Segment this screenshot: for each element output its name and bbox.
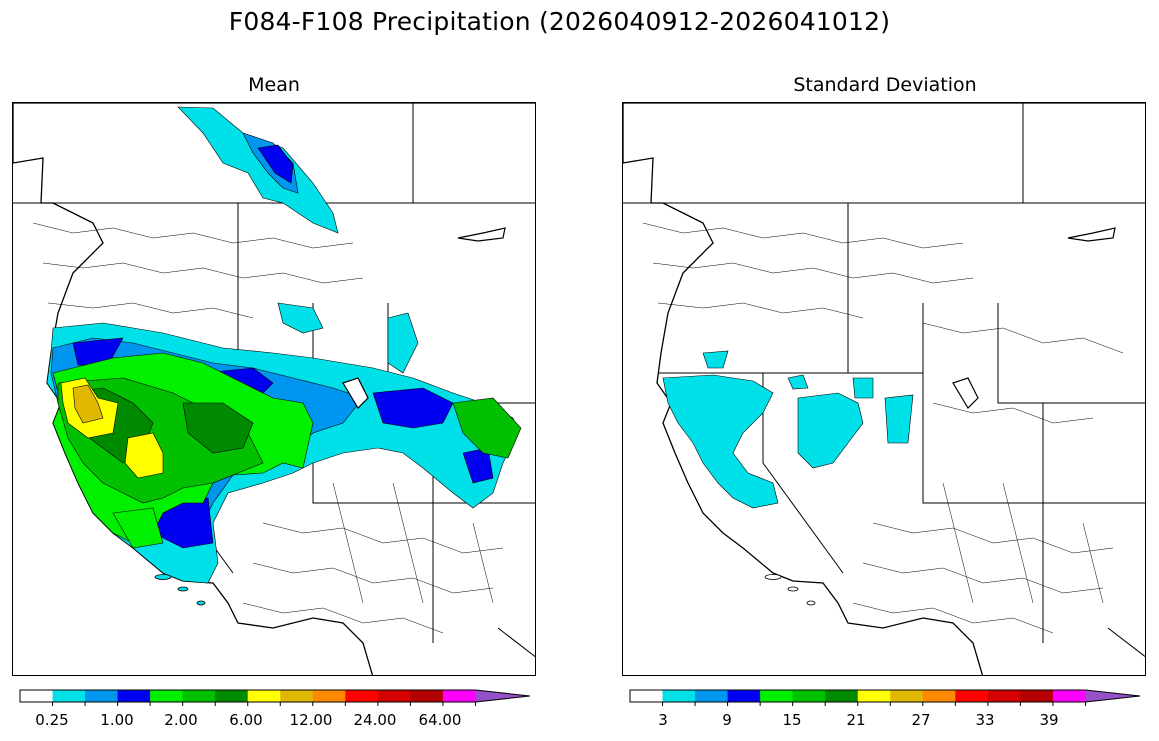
colorbar-segment [442,690,476,702]
colorbar-mean [19,689,531,706]
colorbar-segment [987,690,1021,702]
colorbar-outline [629,689,1141,703]
colorbar-segment [1020,690,1054,702]
figure-title: F084-F108 Precipitation (2026040912-2026… [228,7,891,36]
state-borders [623,103,1145,658]
colorbar-segment [345,690,379,702]
watershed-fills [662,350,914,509]
panel-title-mean: Mean [248,74,300,96]
colorbar-outline [19,689,531,703]
channel-islands [154,574,206,606]
land-outline [623,103,1145,675]
colorbar-mean-svg [19,689,531,706]
lake-outline [1067,227,1116,242]
colorbar-mean-tick: 2.00 [164,711,198,729]
colorbar-segment [890,690,924,702]
colorbar-stddev-tick: 27 [911,711,931,729]
colorbar-segment [85,690,119,702]
watershed-lines [642,222,1124,634]
colorbar-segment [52,690,86,702]
watershed-fills [46,106,522,584]
colorbar-segment [377,690,411,702]
colorbar-segment [695,690,729,702]
colorbar-segment [727,690,761,702]
colorbar-segment [247,690,281,702]
colorbar-stddev-tick: 9 [722,711,732,729]
watershed-lines [32,222,504,634]
colorbar-stddev-tick: 39 [1039,711,1059,729]
colorbar-segment [280,690,314,702]
colorbar-stddev-tick: 15 [782,711,802,729]
colorbar-segment [825,690,859,702]
colorbar-segment [760,690,794,702]
colorbar-stddev-svg [629,689,1141,706]
colorbar-segment [922,690,956,702]
colorbar-mean-tick: 24.00 [353,711,397,729]
great-salt-lake [952,377,979,409]
colorbar-mean-tick: 12.00 [289,711,333,729]
colorbar-mean-tick: 6.00 [229,711,263,729]
colorbar-segment [182,690,216,702]
colorbar-segment [410,690,444,702]
colorbar-mean-tick: 64.00 [418,711,462,729]
colorbar-stddev [629,689,1141,706]
colorbar-segment [312,690,346,702]
colorbar-stddev-tick: 21 [846,711,866,729]
colorbar-segment [955,690,989,702]
map-mean-svg [13,103,535,675]
colorbar-mean-tick: 1.00 [100,711,134,729]
colorbar-segment [117,690,151,702]
colorbar-segment [1052,690,1086,702]
colorbar-segment [150,690,184,702]
great-salt-lake [342,377,369,409]
colorbar-extension [475,690,530,702]
map-stddev-svg [623,103,1145,675]
map-mean [12,102,536,676]
colorbar-stddev-tick: 3 [658,711,668,729]
channel-islands [764,574,816,606]
colorbar-segment [630,690,664,702]
colorbar-segment [215,690,249,702]
colorbar-segment [20,690,54,702]
colorbar-mean-tick: 0.25 [35,711,69,729]
colorbar-segment [662,690,696,702]
colorbar-extension [1085,690,1140,702]
colorbar-stddev-tick: 33 [975,711,995,729]
map-stddev [622,102,1146,676]
colorbar-segment [792,690,826,702]
colorbar-segment [857,690,891,702]
lake-outline [457,227,506,242]
panel-title-stddev: Standard Deviation [793,74,977,96]
